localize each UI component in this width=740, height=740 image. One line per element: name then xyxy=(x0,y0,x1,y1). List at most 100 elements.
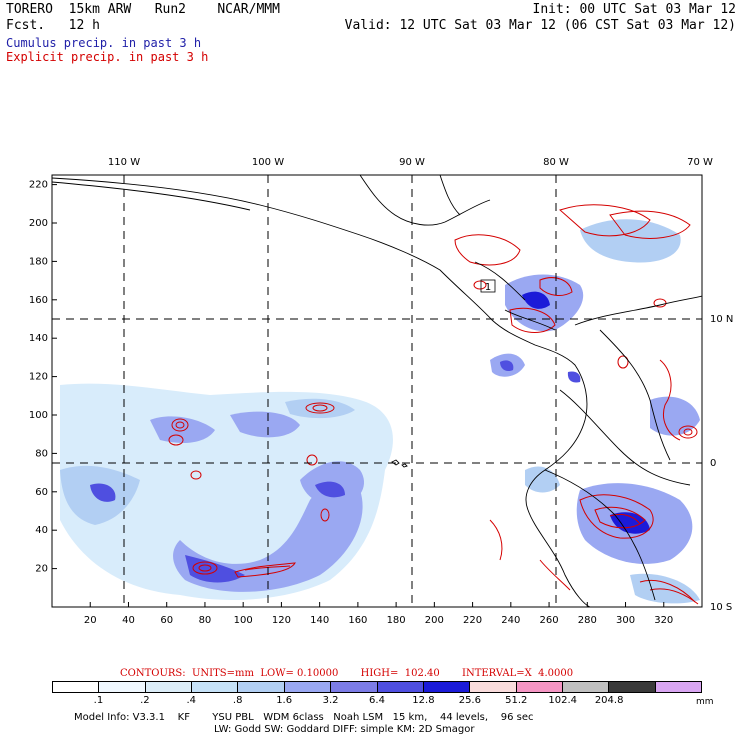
contour-se-5 xyxy=(649,588,699,605)
contour-se-2 xyxy=(594,506,646,529)
precip-area-north-west xyxy=(150,416,215,443)
border-colombia-venezuela xyxy=(599,329,671,461)
precip-area-arc xyxy=(173,479,363,592)
colorbar-swatch xyxy=(284,682,332,692)
coast-mexico-1 xyxy=(52,177,361,236)
colorbar-swatch xyxy=(423,682,471,692)
contour-ne-small xyxy=(653,298,667,308)
colorbar-level: 1.6 xyxy=(276,695,293,706)
colorbar-level: 25.6 xyxy=(458,695,481,706)
contour-east-1 xyxy=(678,425,698,439)
precip-area-north-mid xyxy=(230,411,300,438)
colorbar-swatch xyxy=(53,682,100,692)
y-tick-label: 220 xyxy=(29,180,48,191)
x-tick-label: 60 xyxy=(160,615,173,626)
coast-caribbean-sa xyxy=(574,295,702,326)
lat-label: 10 N xyxy=(710,314,733,325)
x-tick-label: 220 xyxy=(463,615,482,626)
x-tick-label: 120 xyxy=(272,615,291,626)
colorbar-swatch xyxy=(145,682,193,692)
colorbar-swatch xyxy=(609,682,656,692)
x-tick-label: 100 xyxy=(234,615,253,626)
axis-ticks: 20 40 60 80 100 120 140 160 180 200 220 240 260 280 30… xyxy=(29,157,733,626)
precip-core-east-small xyxy=(567,371,581,383)
contour-caribbean-3 xyxy=(609,210,691,239)
precip-area-top xyxy=(285,398,355,419)
contour-gulf xyxy=(473,280,487,290)
colorbar-level: .2 xyxy=(140,695,150,706)
coast-mexico-2 xyxy=(52,181,251,211)
precip-core-caribbean xyxy=(522,291,550,309)
colorbar-level: 204.8 xyxy=(594,695,624,706)
y-tick-label: 40 xyxy=(35,525,48,536)
forecast-hour: Fcst. 12 h xyxy=(6,18,100,33)
contour-se-1 xyxy=(579,494,654,539)
colorbar-level: .4 xyxy=(186,695,197,706)
colorbar-unit: mm xyxy=(696,697,714,707)
contour-east-coast xyxy=(659,359,681,441)
contour-mid-1 xyxy=(306,454,318,466)
contour-caribbean-2 xyxy=(559,204,651,237)
x-tick-label: 180 xyxy=(387,615,406,626)
cumulus-shading xyxy=(60,219,700,604)
coast-central-america xyxy=(359,234,591,607)
contour-se-4 xyxy=(639,579,696,603)
precip-core-central xyxy=(315,481,345,498)
border-isthmus-1 xyxy=(474,261,526,301)
contour-west-4 xyxy=(190,470,202,480)
colorbar-swatch xyxy=(238,682,285,692)
y-tick-label: 180 xyxy=(29,256,48,267)
x-tick-label: 160 xyxy=(348,615,367,626)
explicit-contours xyxy=(168,204,699,605)
x-tick-label: 300 xyxy=(616,615,635,626)
contour-west-2 xyxy=(175,421,185,429)
precip-area-east-mid xyxy=(650,396,700,436)
colorbar-swatch xyxy=(655,682,702,692)
lat-label: 0 xyxy=(710,458,716,469)
lon-label: 110 W xyxy=(108,157,140,168)
border-peru xyxy=(544,469,656,601)
border-north xyxy=(359,175,491,226)
contour-e-small xyxy=(617,355,629,369)
contour-sw-2 xyxy=(198,564,212,572)
colorbar-swatch xyxy=(192,682,239,692)
colorbar-level: 102.4 xyxy=(548,695,578,706)
x-tick-label: 240 xyxy=(501,615,520,626)
x-tick-label: 320 xyxy=(654,615,673,626)
contour-caribbean-1 xyxy=(454,234,521,266)
model-info: Model Info: V3.3.1 KF YSU PBL WDM 6class… xyxy=(74,712,534,723)
colorbar-swatch xyxy=(99,682,146,692)
colorbar-level: 12.8 xyxy=(412,695,435,706)
colorbar-level: .1 xyxy=(93,695,104,706)
precip-core-west xyxy=(90,483,116,502)
lon-label: 80 W xyxy=(543,157,569,168)
x-tick-label: 140 xyxy=(310,615,329,626)
colorbar-swatch xyxy=(331,682,378,692)
contour-coast-1 xyxy=(489,519,503,561)
y-tick-label: 60 xyxy=(35,487,48,498)
x-tick-label: 200 xyxy=(425,615,444,626)
contour-east-2 xyxy=(683,428,693,436)
precip-core-se xyxy=(610,512,650,534)
colorbar-swatch xyxy=(562,682,610,692)
colorbar xyxy=(52,681,702,693)
border-andes xyxy=(559,389,691,486)
plot-frame xyxy=(51,174,703,608)
y-tick-label: 200 xyxy=(29,218,48,229)
contour-north-2 xyxy=(312,404,328,412)
contour-west-3 xyxy=(168,434,184,446)
border-isthmus-2 xyxy=(504,309,556,331)
y-tick-label: 160 xyxy=(29,295,48,306)
colorbar-swatch xyxy=(470,682,517,692)
contour-west-1 xyxy=(171,418,189,432)
island-galapagos-2 xyxy=(401,463,408,468)
contour-north-1 xyxy=(305,402,335,414)
colorbar-level: 51.2 xyxy=(505,695,528,706)
y-tick-label: 20 xyxy=(35,564,48,575)
init-time: Init: 00 UTC Sat 03 Mar 12 xyxy=(532,2,737,17)
box-marker xyxy=(480,279,496,293)
valid-time: Valid: 12 UTC Sat 03 Mar 12 (06 CST Sat … xyxy=(344,18,736,33)
lat-label: 10 S xyxy=(710,602,732,613)
colorbar-level: .8 xyxy=(232,695,243,706)
